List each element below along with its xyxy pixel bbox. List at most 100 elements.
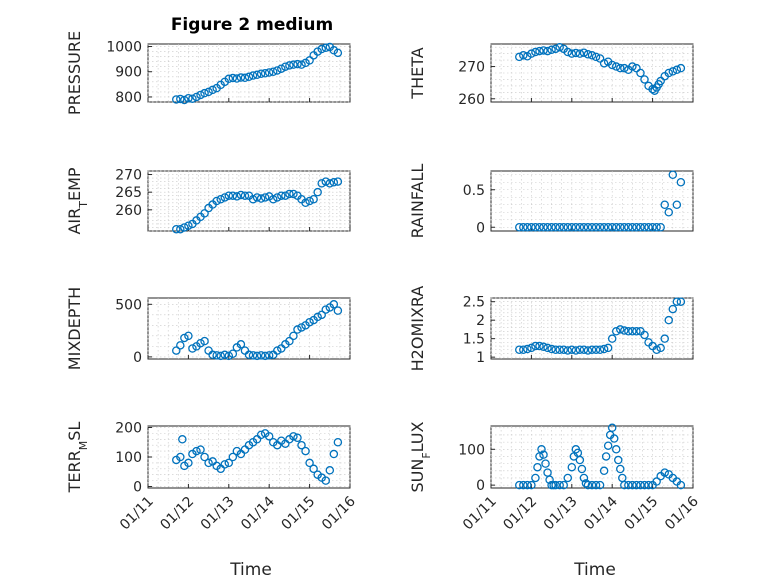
data-point [248, 71, 258, 80]
x-tick-label: 01/15 [622, 494, 662, 534]
data-point [567, 345, 577, 355]
data-point [672, 65, 682, 75]
data-point [176, 224, 185, 234]
data-point [591, 52, 601, 62]
data-point [178, 435, 187, 444]
data-point [547, 45, 556, 55]
data-point [628, 327, 637, 336]
data-point [196, 90, 205, 100]
data-point [551, 222, 560, 232]
data-point [192, 92, 201, 102]
data-point [301, 446, 310, 456]
data-point [632, 222, 641, 232]
data-point [616, 63, 625, 73]
y-tick-label: 270 [458, 60, 485, 76]
data-point [260, 351, 270, 361]
data-point [555, 345, 564, 355]
data-point [196, 338, 205, 348]
data-point [543, 46, 552, 56]
data-point [567, 222, 577, 232]
axes-frame [490, 170, 694, 232]
data-point [672, 297, 682, 306]
y-axis-label: PRESSURE [65, 31, 84, 115]
y-tick-label: 0.5 [463, 183, 485, 199]
data-point [555, 480, 564, 490]
data-point [333, 48, 343, 58]
data-point [628, 222, 637, 232]
data-point [636, 222, 645, 232]
data-point [232, 74, 242, 83]
data-point [208, 85, 217, 95]
data-point [273, 66, 282, 75]
y-axis-label: RAINFALL [408, 164, 427, 239]
data-point [545, 475, 554, 485]
data-point [527, 343, 536, 353]
data-point [204, 458, 213, 468]
data-point [236, 340, 246, 349]
data-point [305, 196, 314, 206]
data-point [220, 460, 230, 469]
data-point [583, 222, 593, 232]
x-tick-label: 01/16 [319, 493, 359, 533]
data-point [224, 458, 234, 468]
data-point [244, 72, 254, 82]
data-point [591, 345, 601, 355]
y-tick-label: 270 [115, 168, 142, 184]
y-tick-label: 260 [458, 92, 485, 108]
data-point [583, 346, 593, 355]
data-point [220, 193, 230, 202]
subplot-pressure: 800 900 1000 PRESSURE [65, 31, 351, 115]
data-point [285, 336, 294, 346]
data-point [184, 331, 193, 341]
data-point [172, 224, 181, 234]
data-point [289, 331, 298, 341]
data-point [543, 343, 552, 353]
data-point [277, 64, 286, 73]
y-tick-label: 2 [476, 313, 485, 329]
data-point [216, 194, 225, 204]
data-point [305, 317, 314, 327]
data-point [541, 459, 550, 468]
data-point [180, 95, 189, 105]
data-point [616, 222, 625, 232]
data-point [256, 351, 266, 360]
x-tick-label: 01/13 [541, 494, 581, 534]
data-point [321, 476, 331, 485]
data-point [176, 341, 185, 350]
data-point [188, 94, 197, 103]
y-tick-label: 1.5 [463, 332, 485, 348]
data-point [563, 473, 573, 483]
data-point [228, 349, 238, 358]
data-point [636, 480, 645, 490]
data-point [519, 51, 528, 60]
data-point [309, 464, 318, 474]
data-point [583, 480, 593, 490]
data-point [321, 43, 331, 53]
data-point [644, 480, 653, 490]
data-point [523, 480, 532, 490]
data-point [555, 222, 564, 232]
data-point [587, 345, 597, 355]
data-point [640, 480, 649, 490]
data-point [264, 68, 274, 77]
data-point [567, 462, 577, 472]
data-point [567, 49, 577, 58]
data-point [200, 452, 209, 462]
data-point [289, 432, 298, 441]
data-point [200, 209, 209, 218]
data-point [172, 95, 181, 104]
y-tick-label: 100 [458, 442, 485, 458]
data-point [559, 222, 568, 232]
data-point [571, 346, 581, 355]
data-point [188, 344, 197, 353]
data-point [240, 191, 250, 200]
data-point [321, 305, 331, 314]
data-point [317, 310, 326, 320]
y-tick-label: 265 [115, 185, 142, 201]
data-point [531, 222, 540, 232]
data-point [563, 346, 573, 355]
data-point [216, 351, 225, 361]
data-point [591, 480, 601, 490]
data-point [632, 327, 641, 336]
